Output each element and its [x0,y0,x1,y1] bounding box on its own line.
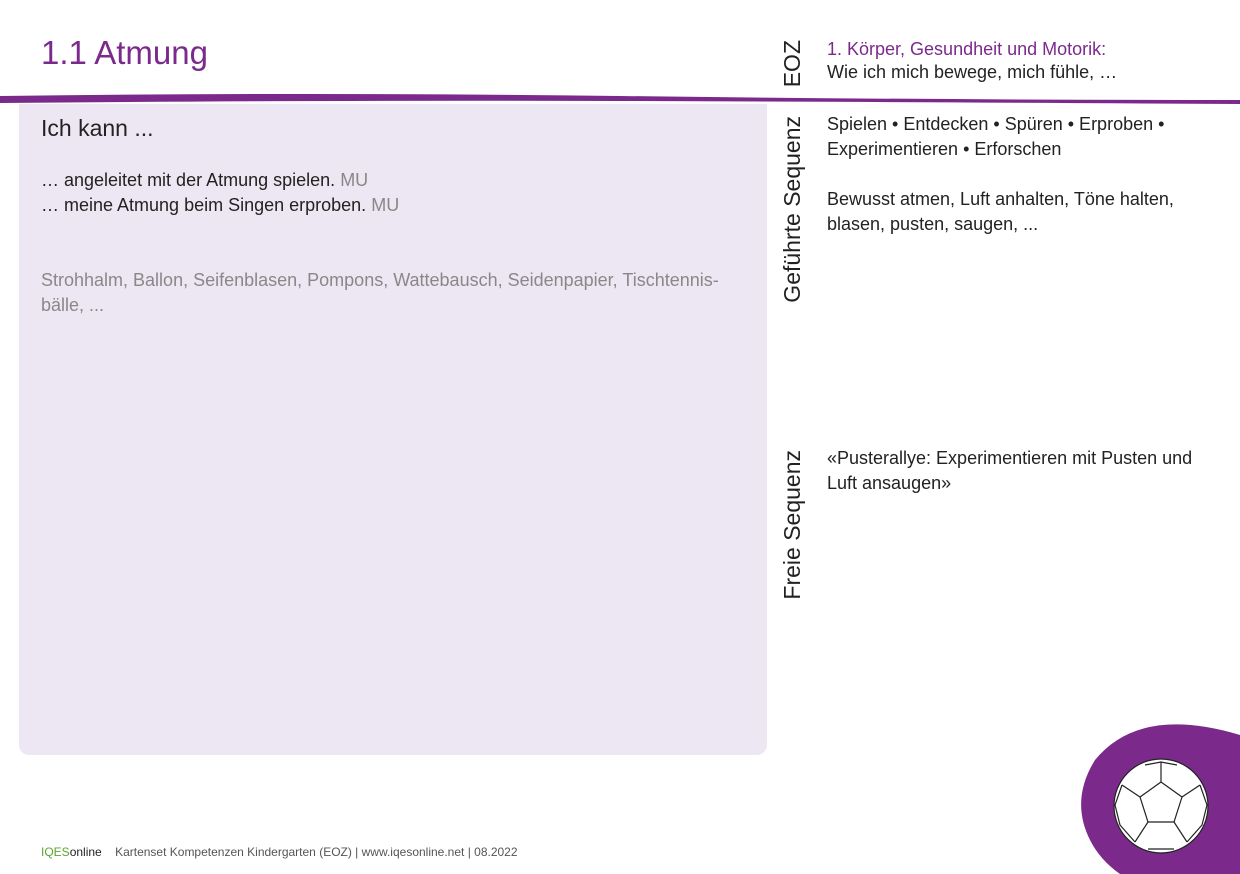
item-tag: MU [371,195,400,215]
competence-panel [19,104,767,755]
free-text: «Pusterallye: Experimentieren mit Pusten… [827,448,1193,493]
brand: online [69,845,102,859]
area-subtitle: Wie ich mich bewege, mich fühle, … [827,62,1118,82]
item-tag: MU [340,170,369,190]
area-code: EOZ [779,40,805,88]
item-text: … angeleitet mit der Atmung spielen. [41,170,336,190]
competence-list: … angeleitet mit der Atmung spielen. MU … [41,168,399,218]
wave-line [0,94,1240,104]
panel-heading: Ich kann ... [41,115,154,141]
item-text: … meine Atmung beim Singen erproben. [41,195,367,215]
footer: IQESonline Kartenset Kompetenzen Kinderg… [41,845,518,859]
footer-text: Kartenset Kompetenzen Kindergarten (EOZ)… [115,845,518,859]
guided-label: Geführte Sequenz [779,116,805,303]
materials: Strohhalm, Ballon, Seifenblasen, Pompons… [41,270,719,315]
guided-description: Bewusst atmen, Luft anhalten, Töne halte… [827,189,1174,234]
free-label: Freie Sequenz [779,450,805,600]
guided-activities: Spielen • Entdecken • Spüren • Erproben … [827,114,1165,159]
page-title: 1.1 Atmung [41,34,208,71]
ball-icon [1113,758,1209,854]
area-title: 1. Körper, Gesundheit und Motorik: [827,39,1107,59]
brand: IQES [41,845,70,859]
competence-item: … meine Atmung beim Singen erproben. MU [41,193,399,218]
competence-item: … angeleitet mit der Atmung spielen. MU [41,168,399,193]
